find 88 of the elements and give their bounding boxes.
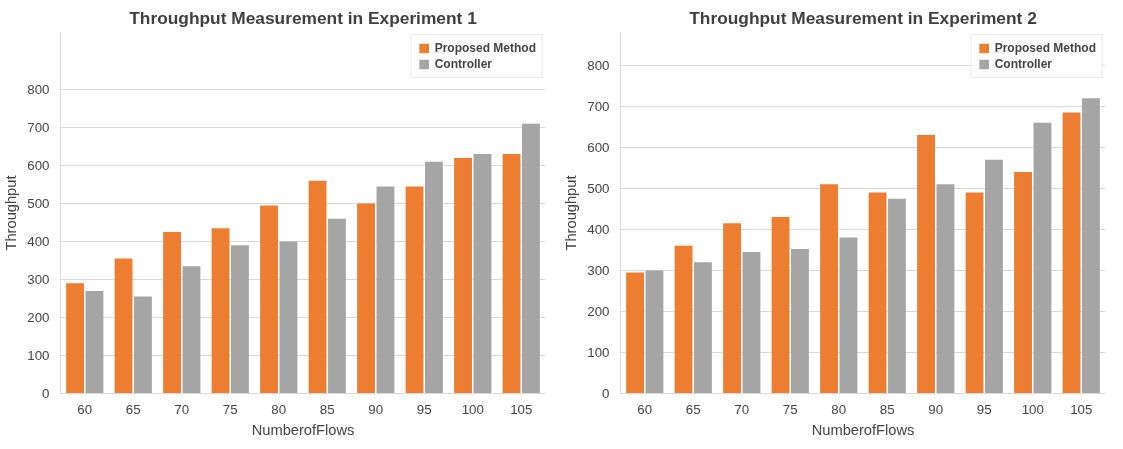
x-tick-label: 100 bbox=[1021, 401, 1044, 417]
y-tick-label: 0 bbox=[602, 386, 610, 401]
bar bbox=[357, 203, 375, 394]
y-axis-title: Throughput bbox=[3, 175, 20, 251]
legend-label: Controller bbox=[994, 57, 1052, 71]
x-tick-label: 85 bbox=[319, 401, 335, 417]
legend-label: Proposed Method bbox=[994, 41, 1096, 55]
bar bbox=[376, 186, 395, 394]
bar bbox=[85, 290, 104, 394]
bar bbox=[522, 123, 540, 394]
bar bbox=[868, 192, 887, 394]
bar bbox=[839, 237, 858, 394]
bar bbox=[985, 159, 1003, 394]
x-tick-label: 95 bbox=[416, 401, 432, 417]
y-axis-title: Throughput bbox=[563, 175, 580, 251]
bar bbox=[134, 296, 152, 394]
x-tick-label: 70 bbox=[734, 401, 750, 417]
bar bbox=[936, 184, 955, 394]
bar bbox=[279, 241, 298, 394]
x-tick-label: 80 bbox=[831, 401, 847, 417]
bar bbox=[114, 258, 133, 394]
bar bbox=[645, 270, 664, 394]
bar bbox=[1082, 98, 1100, 394]
bar bbox=[182, 266, 201, 394]
chart-title: Throughput Measurement in Experiment 1 bbox=[129, 7, 478, 28]
x-tick-label: 95 bbox=[976, 401, 992, 417]
x-tick-label: 60 bbox=[77, 401, 93, 417]
x-tick-label: 90 bbox=[928, 401, 944, 417]
bar bbox=[502, 154, 521, 394]
y-tick-label: 500 bbox=[587, 180, 610, 196]
bar bbox=[820, 184, 838, 394]
bar bbox=[163, 232, 181, 394]
bar bbox=[425, 161, 443, 394]
x-tick-label: 70 bbox=[174, 401, 190, 417]
x-tick-label: 75 bbox=[222, 401, 238, 417]
y-tick-label: 0 bbox=[42, 386, 50, 401]
x-axis-title: NumberofFlows bbox=[811, 421, 915, 438]
y-tick-label: 300 bbox=[27, 272, 50, 287]
bar bbox=[965, 192, 984, 394]
bar bbox=[1014, 171, 1032, 394]
bar bbox=[211, 228, 230, 394]
bar bbox=[771, 217, 790, 394]
bar bbox=[328, 218, 346, 394]
bar bbox=[1062, 112, 1081, 394]
bar bbox=[231, 245, 249, 394]
bar bbox=[260, 205, 278, 394]
bar bbox=[694, 262, 712, 394]
bar bbox=[405, 186, 424, 394]
x-tick-label: 100 bbox=[461, 401, 484, 417]
x-tick-label: 90 bbox=[368, 401, 384, 417]
y-tick-label: 800 bbox=[587, 57, 610, 73]
bar bbox=[1033, 122, 1052, 394]
x-tick-label: 85 bbox=[879, 401, 895, 417]
bar bbox=[742, 251, 761, 394]
y-tick-label: 700 bbox=[27, 120, 50, 135]
y-tick-label: 500 bbox=[27, 196, 50, 211]
x-tick-label: 105 bbox=[510, 401, 533, 417]
bar bbox=[674, 245, 693, 394]
chart-title: Throughput Measurement in Experiment 2 bbox=[689, 7, 1037, 28]
y-tick-label: 600 bbox=[27, 158, 50, 173]
y-tick-label: 400 bbox=[27, 234, 50, 249]
bar bbox=[308, 180, 327, 394]
y-tick-label: 700 bbox=[587, 98, 610, 114]
bar bbox=[454, 157, 472, 394]
y-tick-label: 200 bbox=[587, 303, 610, 319]
bar bbox=[888, 198, 906, 394]
x-tick-label: 65 bbox=[685, 401, 701, 417]
bar bbox=[626, 272, 644, 394]
bar bbox=[723, 223, 741, 394]
x-tick-label: 105 bbox=[1070, 401, 1093, 417]
y-tick-label: 400 bbox=[587, 221, 610, 237]
y-tick-label: 600 bbox=[587, 139, 610, 155]
x-tick-label: 60 bbox=[637, 401, 653, 417]
y-tick-label: 800 bbox=[27, 82, 50, 97]
x-tick-label: 65 bbox=[125, 401, 141, 417]
x-axis-title: NumberofFlows bbox=[251, 421, 355, 438]
y-tick-label: 100 bbox=[587, 344, 610, 360]
y-tick-label: 300 bbox=[587, 262, 610, 278]
bar bbox=[473, 154, 492, 394]
bar bbox=[917, 135, 935, 394]
y-tick-label: 200 bbox=[27, 310, 50, 325]
y-tick-label: 100 bbox=[27, 348, 50, 363]
bar bbox=[66, 283, 84, 394]
legend-label: Controller bbox=[434, 57, 492, 71]
x-tick-label: 80 bbox=[271, 401, 287, 417]
bar bbox=[791, 249, 809, 394]
legend-label: Proposed Method bbox=[434, 41, 536, 55]
x-tick-label: 75 bbox=[782, 401, 798, 417]
